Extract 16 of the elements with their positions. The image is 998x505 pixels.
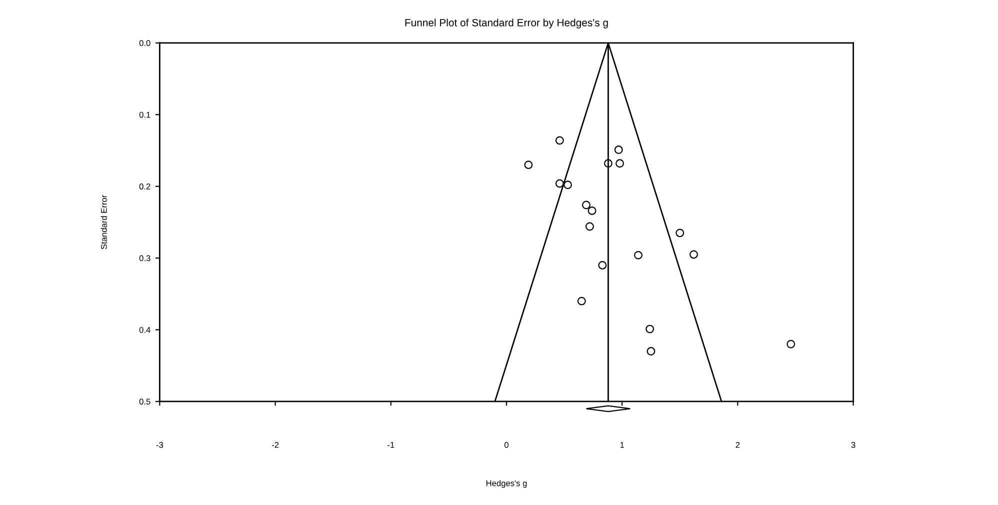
x-tick-label: -1 (388, 442, 394, 448)
x-tick-label: -3 (156, 442, 164, 448)
x-tick-label: 1 (620, 442, 624, 448)
x-tick-label: 0 (504, 442, 508, 448)
chart-title: Funnel Plot of Standard Error by Hedges's g (405, 18, 608, 28)
x-tick-label: 2 (736, 442, 740, 448)
y-tick-label: 0.3 (139, 255, 150, 262)
y-tick-label: 0.1 (139, 112, 150, 118)
y-tick-label: 0.4 (139, 326, 150, 333)
y-tick-label: 0.2 (139, 184, 150, 190)
x-tick-label: -2 (272, 442, 279, 448)
x-tick-label: 3 (851, 442, 856, 448)
y-tick-label: 0.5 (139, 398, 150, 405)
x-axis-title: Hedges's g (486, 480, 527, 488)
y-tick-label: 0.0 (139, 40, 150, 46)
y-axis-title: Standard Error (100, 195, 107, 250)
